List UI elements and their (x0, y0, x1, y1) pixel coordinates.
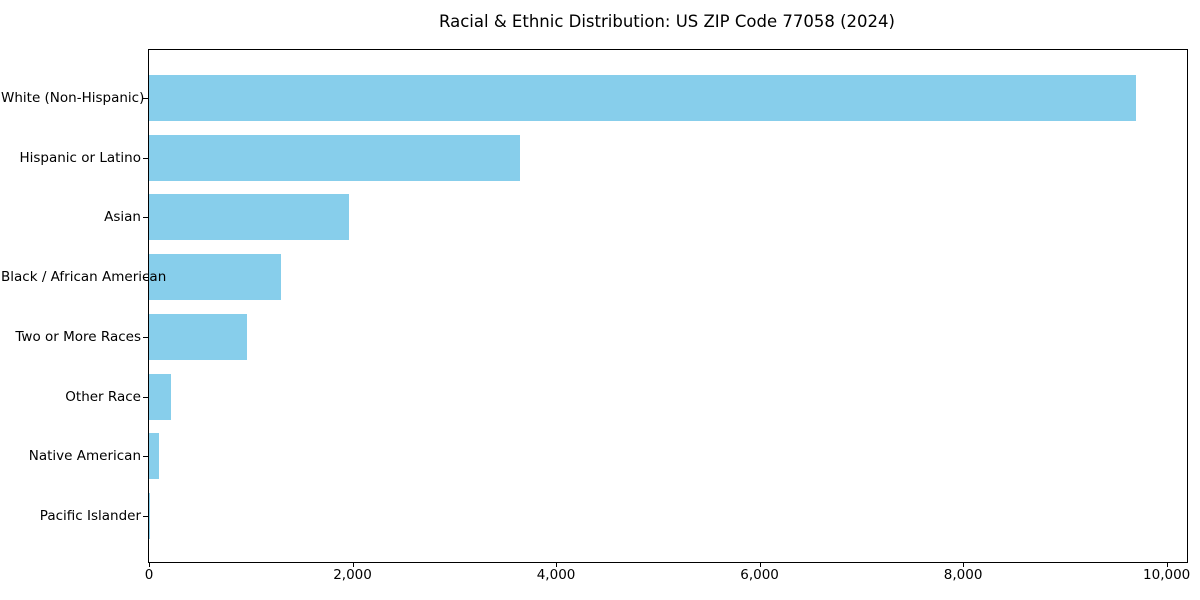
bar-2 (149, 194, 350, 241)
chart-title: Racial & Ethnic Distribution: US ZIP Cod… (439, 12, 895, 31)
x-tick-mark-2 (556, 562, 558, 567)
x-tick-label-1: 2,000 (333, 567, 372, 583)
bar-3 (149, 254, 282, 301)
y-tick-label-2: Asian (104, 209, 141, 226)
y-tick-label-7: Pacific Islander (39, 507, 141, 524)
x-tick-mark-3 (759, 562, 761, 567)
x-tick-mark-1 (352, 562, 354, 567)
x-tick-label-2: 4,000 (536, 567, 576, 583)
bar-5 (149, 373, 172, 420)
y-tick-mark-7 (143, 515, 148, 517)
x-tick-label-4: 8,000 (943, 567, 983, 583)
y-tick-mark-4 (143, 336, 148, 338)
bar-6 (149, 433, 159, 480)
bar-4 (149, 313, 247, 360)
y-tick-label-0: White (Non-Hispanic) (1, 90, 145, 106)
y-tick-label-3: Black / African American (1, 269, 167, 286)
y-tick-label-4: Two or More Races (15, 328, 141, 345)
x-tick-label-3: 6,000 (740, 567, 779, 583)
bar-1 (149, 134, 521, 181)
y-tick-mark-3 (143, 277, 148, 279)
y-tick-label-1: Hispanic or Latino (19, 149, 141, 166)
y-tick-mark-6 (143, 456, 148, 458)
y-tick-mark-2 (143, 217, 148, 219)
x-tick-mark-5 (1166, 562, 1168, 567)
y-tick-mark-0 (143, 98, 148, 99)
y-tick-label-6: Native American (28, 448, 141, 465)
bar-0 (149, 75, 1137, 121)
x-tick-label-5: 10,000 (1143, 567, 1191, 583)
x-tick-label-0: 0 (144, 567, 154, 583)
plot-area: White (Non-Hispanic) Hispanic or Latino As… (1, 49, 1190, 583)
x-tick-mark-4 (963, 562, 965, 567)
x-tick-mark-0 (149, 562, 150, 567)
y-tick-label-5: Other Race (65, 388, 141, 405)
y-tick-mark-5 (143, 396, 148, 398)
bar-7 (149, 492, 151, 539)
y-tick-mark-1 (143, 157, 148, 159)
